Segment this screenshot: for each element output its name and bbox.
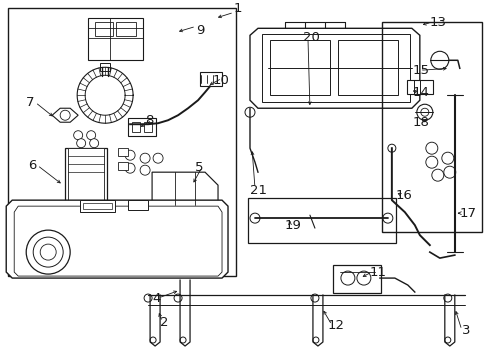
Text: 4: 4 (152, 292, 160, 305)
Bar (337, 40, 397, 95)
Text: 15: 15 (412, 64, 429, 77)
Polygon shape (6, 200, 227, 278)
Circle shape (144, 294, 152, 302)
Circle shape (310, 294, 318, 302)
Circle shape (387, 144, 395, 152)
Circle shape (431, 169, 443, 181)
Bar (200, 72, 222, 86)
Polygon shape (52, 108, 78, 122)
Text: 6: 6 (28, 159, 37, 172)
Bar (247, 198, 395, 243)
Circle shape (26, 230, 70, 274)
Bar (132, 122, 140, 132)
Circle shape (174, 294, 182, 302)
Bar (128, 118, 156, 136)
Circle shape (125, 150, 135, 160)
Bar (128, 200, 148, 210)
Text: 11: 11 (369, 266, 386, 279)
Polygon shape (152, 172, 218, 205)
Text: 3: 3 (461, 324, 469, 337)
Circle shape (443, 166, 455, 178)
Circle shape (425, 142, 437, 154)
Text: 8: 8 (145, 114, 153, 127)
Circle shape (68, 209, 104, 245)
Circle shape (74, 215, 98, 239)
Bar (95, 22, 113, 36)
Text: 16: 16 (395, 189, 412, 202)
Bar (269, 40, 329, 95)
Bar (65, 148, 107, 220)
Circle shape (425, 156, 437, 168)
Bar (406, 80, 432, 94)
Circle shape (249, 213, 260, 223)
Circle shape (430, 51, 448, 69)
Text: 12: 12 (327, 319, 344, 332)
Bar (80, 200, 115, 212)
Text: 5: 5 (195, 161, 203, 174)
Circle shape (33, 237, 63, 267)
Circle shape (153, 153, 163, 163)
Circle shape (140, 153, 150, 163)
Circle shape (89, 139, 99, 148)
Circle shape (150, 337, 156, 343)
Circle shape (441, 152, 453, 164)
Circle shape (312, 337, 318, 343)
Circle shape (60, 110, 70, 120)
Text: 13: 13 (429, 16, 446, 29)
Text: 2: 2 (160, 315, 168, 329)
Circle shape (180, 337, 185, 343)
Circle shape (416, 104, 432, 120)
Circle shape (77, 139, 85, 148)
Circle shape (444, 337, 450, 343)
Bar (381, 22, 481, 232)
Bar (262, 34, 409, 102)
Text: 18: 18 (412, 116, 429, 129)
Circle shape (244, 107, 254, 117)
Circle shape (125, 163, 135, 173)
Circle shape (340, 271, 354, 285)
Text: 9: 9 (196, 24, 204, 37)
Bar (100, 63, 110, 71)
Bar (8, 8, 236, 276)
Text: 1: 1 (234, 2, 242, 15)
Bar (83, 203, 112, 209)
Circle shape (382, 213, 392, 223)
Circle shape (140, 165, 150, 175)
Bar (68, 148, 104, 220)
Text: 7: 7 (26, 96, 35, 109)
Bar (332, 265, 380, 293)
Text: 19: 19 (285, 219, 301, 231)
Text: 17: 17 (459, 207, 476, 220)
Bar (88, 18, 143, 60)
Polygon shape (249, 28, 419, 108)
Text: 10: 10 (213, 74, 229, 87)
Bar (118, 148, 128, 156)
Circle shape (40, 244, 56, 260)
Bar (118, 162, 128, 170)
Circle shape (420, 108, 428, 116)
Bar (116, 22, 136, 36)
Text: 20: 20 (303, 31, 319, 44)
Text: 14: 14 (412, 86, 429, 99)
Circle shape (443, 294, 451, 302)
Text: 21: 21 (249, 184, 266, 197)
Circle shape (86, 131, 96, 140)
Bar (144, 122, 152, 132)
Circle shape (356, 271, 370, 285)
Circle shape (74, 131, 82, 140)
